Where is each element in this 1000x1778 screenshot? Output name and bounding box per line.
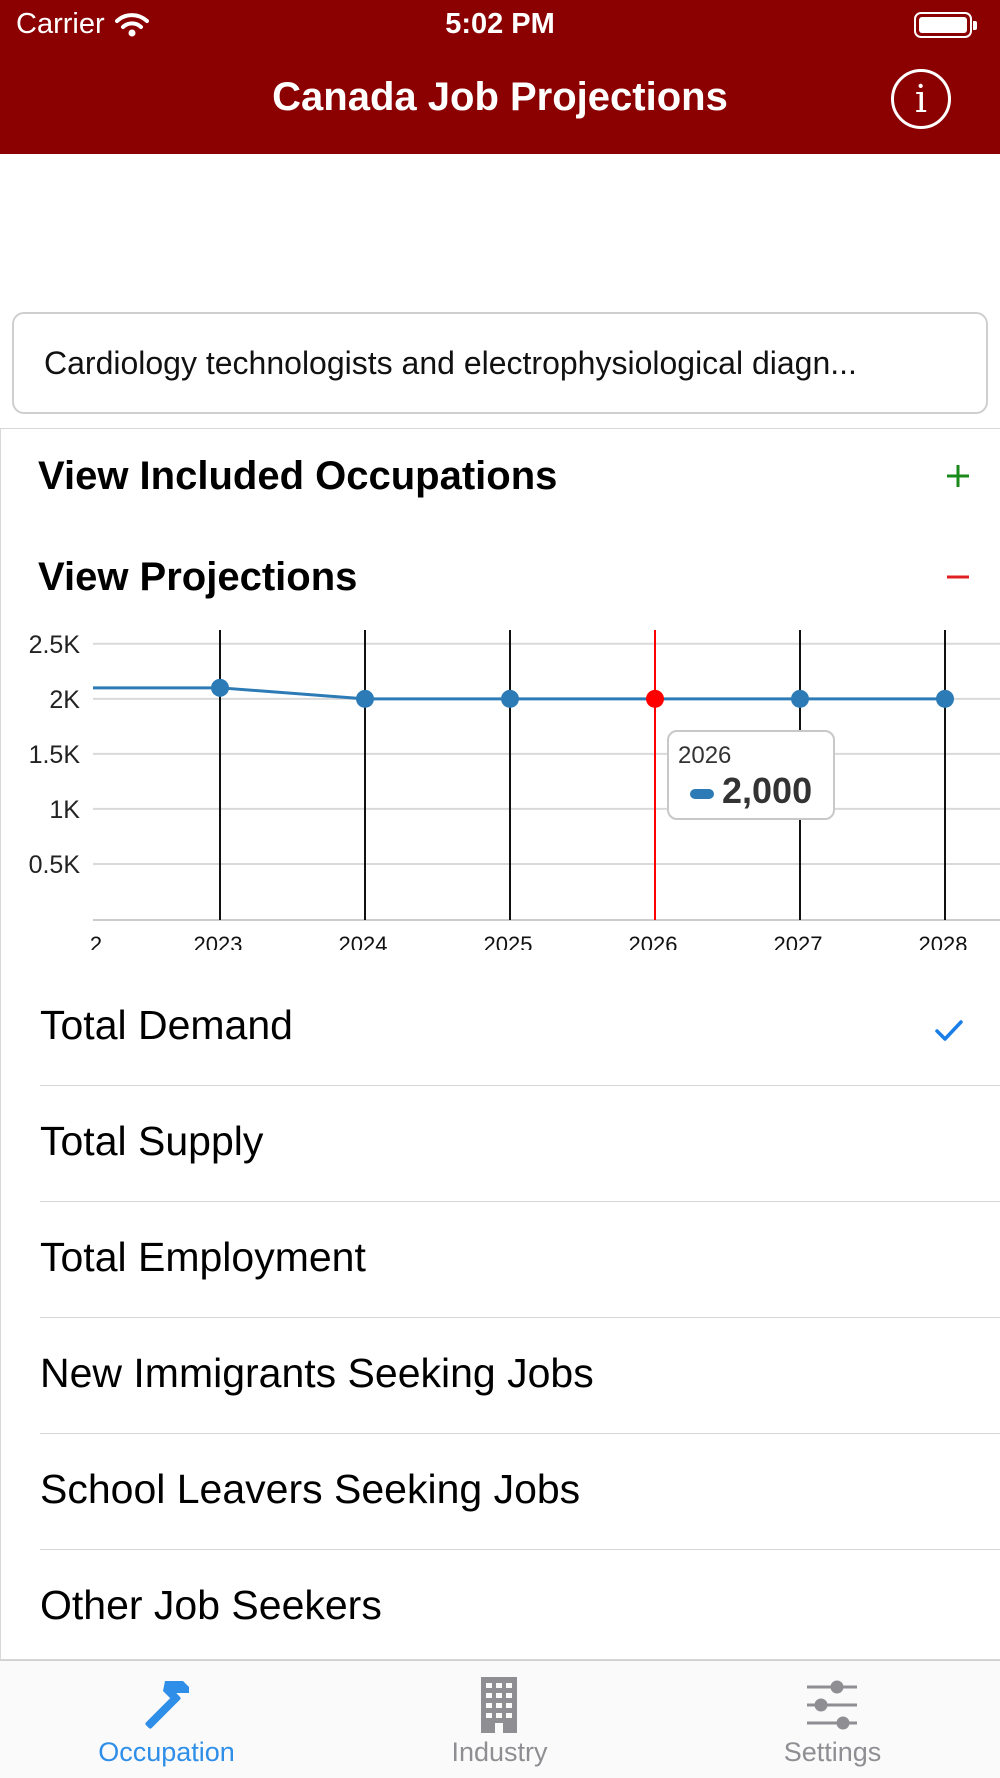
list-item-label: New Immigrants Seeking Jobs [40,1350,594,1396]
x-tick-label: 2027 [774,932,823,950]
carrier-label: Carrier [16,8,105,40]
list-item-new-immigrants[interactable]: New Immigrants Seeking Jobs [40,1318,1000,1434]
occupation-selector[interactable]: Cardiology technologists and electrophys… [12,312,988,414]
checkmark-icon [935,1020,963,1041]
list-item-label: Other Job Seekers [40,1582,382,1628]
metric-list: Total Demand Total Supply Total Employme… [0,970,1000,1666]
tab-label: Settings [783,1737,882,1767]
data-point[interactable] [791,689,809,708]
list-item-label: Total Employment [40,1234,366,1280]
expand-plus-icon[interactable] [940,458,976,494]
y-tick-label: 0.5K [29,851,81,879]
info-circle-icon: i [914,77,928,121]
tab-label: Industry [451,1737,548,1767]
status-time: 5:02 PM [445,8,555,40]
battery-icon [914,12,977,38]
projections-chart[interactable]: 2.5K 2K 1.5K 1K 0.5K 2 2023 2024 2025 2026 2027 202… [0,620,1000,950]
tab-occupation[interactable]: Occupation [0,1661,333,1778]
building-icon [481,1677,517,1733]
tooltip-value: 2,000 [722,770,813,811]
tab-label: Occupation [98,1737,235,1767]
tab-settings[interactable]: Settings [666,1661,999,1778]
list-item-total-supply[interactable]: Total Supply [40,1086,1000,1202]
tooltip-year: 2026 [678,742,732,769]
info-button[interactable]: i [891,69,951,129]
chart-tooltip: 2026 2,000 [667,730,835,820]
tab-bar: Occupation Industry Settings [0,1660,1000,1778]
data-point[interactable] [211,678,229,697]
x-tick-label: 2025 [484,932,533,950]
collapse-minus-icon[interactable] [940,559,976,595]
list-item-other-job-seekers[interactable]: Other Job Seekers [40,1550,1000,1666]
status-carrier: Carrier [16,8,149,41]
list-item-label: Total Demand [40,1002,293,1048]
x-tick-label: 2028 [919,932,968,950]
tooltip-series-swatch [690,789,714,799]
view-projections-heading[interactable]: View Projections [38,555,358,599]
y-tick-label: 2K [49,686,80,714]
sliders-icon [807,1680,857,1730]
y-tick-label: 1K [49,796,80,824]
list-item-label: School Leavers Seeking Jobs [40,1466,581,1512]
list-item-total-employment[interactable]: Total Employment [40,1202,1000,1318]
page-title: Canada Job Projections [272,75,728,119]
data-point[interactable] [936,689,954,708]
data-point[interactable] [646,689,664,708]
view-included-occupations-heading[interactable]: View Included Occupations [38,454,558,498]
data-point[interactable] [501,689,519,708]
hammer-icon [145,1681,189,1729]
x-tick-label: 2 [90,932,102,950]
occupation-selector-value: Cardiology technologists and electrophys… [44,344,857,381]
navigation-bar: Carrier 5:02 PM Canada Job Projections i [0,0,1000,154]
list-item-school-leavers[interactable]: School Leavers Seeking Jobs [40,1434,1000,1550]
list-item-label: Total Supply [40,1118,264,1164]
x-tick-label: 2024 [339,932,388,950]
list-item-total-demand[interactable]: Total Demand [40,970,1000,1086]
wifi-icon [114,12,149,36]
data-point[interactable] [356,689,374,708]
tab-industry[interactable]: Industry [333,1661,666,1778]
y-tick-label: 2.5K [29,631,81,659]
y-tick-label: 1.5K [29,741,81,769]
x-tick-label: 2026 [629,932,678,950]
content-panel [0,428,1000,1660]
x-tick-label: 2023 [194,932,243,950]
